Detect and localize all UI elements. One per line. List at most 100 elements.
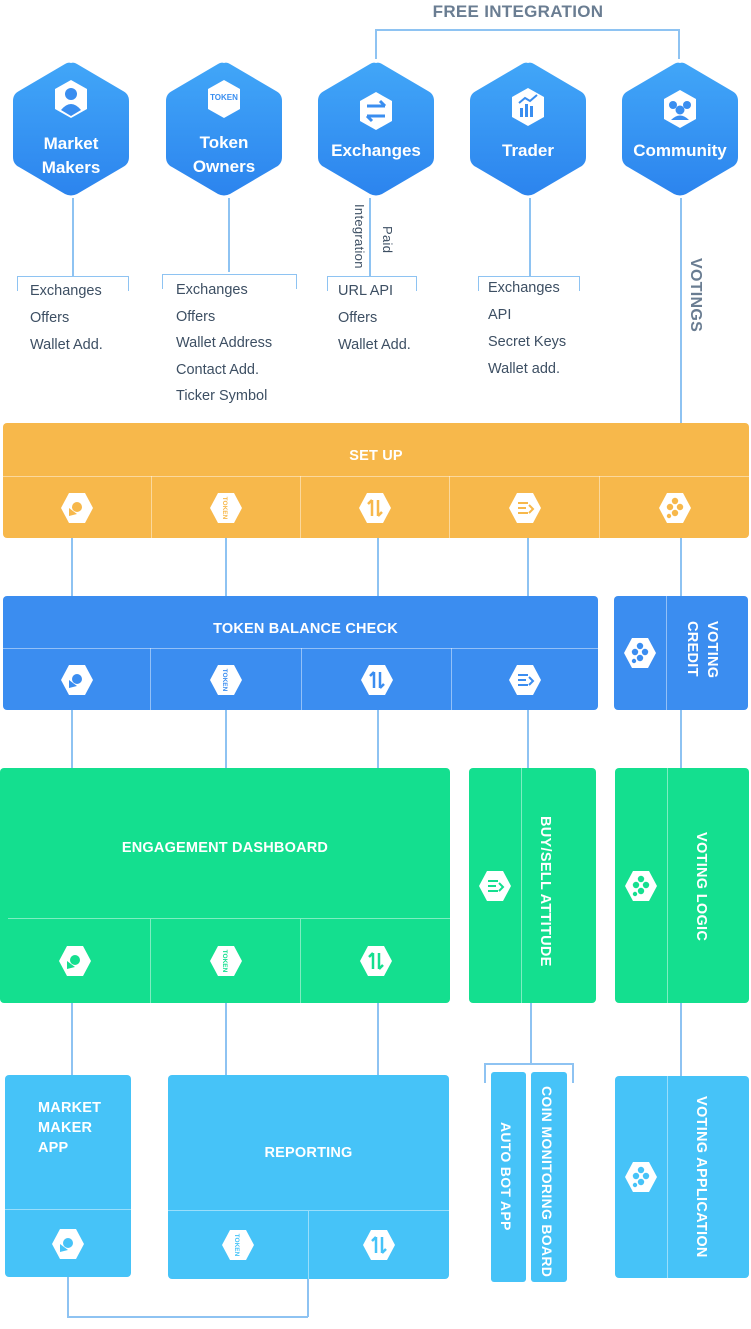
chart-icon xyxy=(510,87,546,127)
buy-sell-title: BUY/SELL ATTITUDE xyxy=(537,816,553,967)
community-icon xyxy=(615,1076,667,1278)
actor-token-owners: TOKEN Token Owners xyxy=(164,59,284,199)
divider xyxy=(300,476,301,538)
engagement-dashboard-box: ENGAGEMENT DASHBOARD TOKEN xyxy=(0,768,450,1003)
exchange-icon xyxy=(301,919,450,1003)
connector-line xyxy=(369,198,371,276)
actor-label: Community xyxy=(633,141,727,160)
svg-text:TOKEN: TOKEN xyxy=(221,950,228,973)
user-icon xyxy=(53,79,89,119)
mm-app-line2: MAKER xyxy=(38,1120,93,1136)
divider xyxy=(301,648,302,710)
connector-line xyxy=(377,537,379,597)
detail-item: Exchanges xyxy=(488,280,560,296)
setup-title: SET UP xyxy=(349,448,403,464)
buy-sell-attitude-box: BUY/SELL ATTITUDE xyxy=(469,768,596,1003)
market-maker-app-box: MARKET MAKER APP xyxy=(5,1075,131,1277)
detail-item: Exchanges xyxy=(30,283,102,299)
market-maker-icon xyxy=(5,1210,131,1277)
market-maker-icon xyxy=(3,649,150,710)
svg-text:TOKEN: TOKEN xyxy=(233,1234,240,1257)
exchange-icon xyxy=(302,649,451,710)
connector-line xyxy=(527,537,529,597)
voting-credit-box: VOTING CREDIT xyxy=(614,596,748,710)
connector-line xyxy=(377,709,379,769)
connector-line xyxy=(530,1002,532,1064)
token-icon: TOKEN xyxy=(151,649,301,710)
voting-application-box: VOTING APPLICATION xyxy=(615,1076,749,1278)
connector-line xyxy=(67,1316,308,1318)
engagement-title: ENGAGEMENT DASHBOARD xyxy=(121,840,329,856)
token-balance-box: TOKEN BALANCE CHECK TOKEN xyxy=(3,596,598,710)
community-icon xyxy=(615,768,667,1003)
voting-logic-box: VOTING LOGIC xyxy=(615,768,749,1003)
connector-line xyxy=(225,709,227,769)
detail-item: Secret Keys xyxy=(488,334,567,350)
actor-label-line2: Makers xyxy=(41,158,101,177)
detail-item: Exchanges xyxy=(176,282,248,298)
details-exchanges: URL API Offers Wallet Add. xyxy=(338,278,411,359)
divider xyxy=(150,648,151,710)
actor-community: Community xyxy=(620,59,740,199)
connector-line xyxy=(225,537,227,597)
market-maker-icon xyxy=(0,919,150,1003)
swap-arrows-icon xyxy=(358,91,394,131)
reporting-box: REPORTING TOKEN xyxy=(168,1075,449,1279)
connector-line xyxy=(228,198,230,272)
free-integration-label: FREE INTEGRATION xyxy=(432,2,604,21)
details-token-owners: Exchanges Offers Wallet Address Contact … xyxy=(176,277,272,410)
connector-line xyxy=(484,1063,486,1083)
divider xyxy=(300,919,301,1003)
svg-text:TOKEN: TOKEN xyxy=(221,496,228,519)
actor-market-makers: Market Makers xyxy=(11,59,131,199)
actor-label: Trader xyxy=(502,141,554,160)
divider xyxy=(3,648,598,649)
actor-trader: Trader xyxy=(468,59,588,199)
actor-label-line1: Token xyxy=(199,133,249,152)
connector-line xyxy=(377,1002,379,1076)
svg-text:TOKEN: TOKEN xyxy=(221,668,228,691)
connector-line xyxy=(225,1002,227,1076)
detail-bracket xyxy=(17,276,129,291)
mm-app-line3: APP xyxy=(38,1140,69,1156)
connector-line xyxy=(572,1063,574,1083)
mm-app-line1: MARKET xyxy=(38,1100,102,1116)
detail-bracket xyxy=(162,274,297,289)
connector-line xyxy=(680,1002,682,1076)
detail-item: Ticker Symbol xyxy=(176,388,268,404)
setup-box: SET UP TOKEN xyxy=(3,423,749,538)
connector-line xyxy=(484,1063,573,1065)
details-trader: Exchanges API Secret Keys Wallet add. xyxy=(488,275,566,383)
votings-label: VOTINGS xyxy=(687,258,704,333)
divider xyxy=(150,919,151,1003)
connector-line xyxy=(72,198,74,276)
divider xyxy=(5,1209,131,1210)
trader-icon xyxy=(450,477,599,538)
integration-label: Integration xyxy=(352,204,367,269)
divider xyxy=(599,476,600,538)
exchange-icon xyxy=(309,1211,449,1279)
token-icon: TOKEN xyxy=(151,919,300,1003)
detail-item: Wallet add. xyxy=(488,361,560,377)
divider xyxy=(3,476,749,477)
connector-line xyxy=(307,1277,309,1317)
market-maker-icon xyxy=(3,477,151,538)
coin-monitoring-board-box: COIN MONITORING BOARD xyxy=(531,1072,567,1282)
connector-line xyxy=(67,1277,69,1317)
detail-bracket xyxy=(478,276,580,291)
detail-item: Contact Add. xyxy=(176,361,260,378)
connector-line xyxy=(527,709,529,769)
connector-line xyxy=(71,709,73,769)
token-icon: TOKEN xyxy=(206,79,242,119)
free-integration-connector xyxy=(375,29,679,31)
divider xyxy=(168,1210,449,1211)
votings-connector xyxy=(680,198,682,424)
trader-icon xyxy=(469,768,521,1003)
connector-line xyxy=(71,537,73,597)
paid-label: Paid xyxy=(380,226,395,254)
divider xyxy=(667,768,668,1003)
divider xyxy=(8,918,450,919)
trader-icon xyxy=(452,649,598,710)
token-icon: TOKEN xyxy=(152,477,300,538)
connector-line xyxy=(375,29,377,59)
